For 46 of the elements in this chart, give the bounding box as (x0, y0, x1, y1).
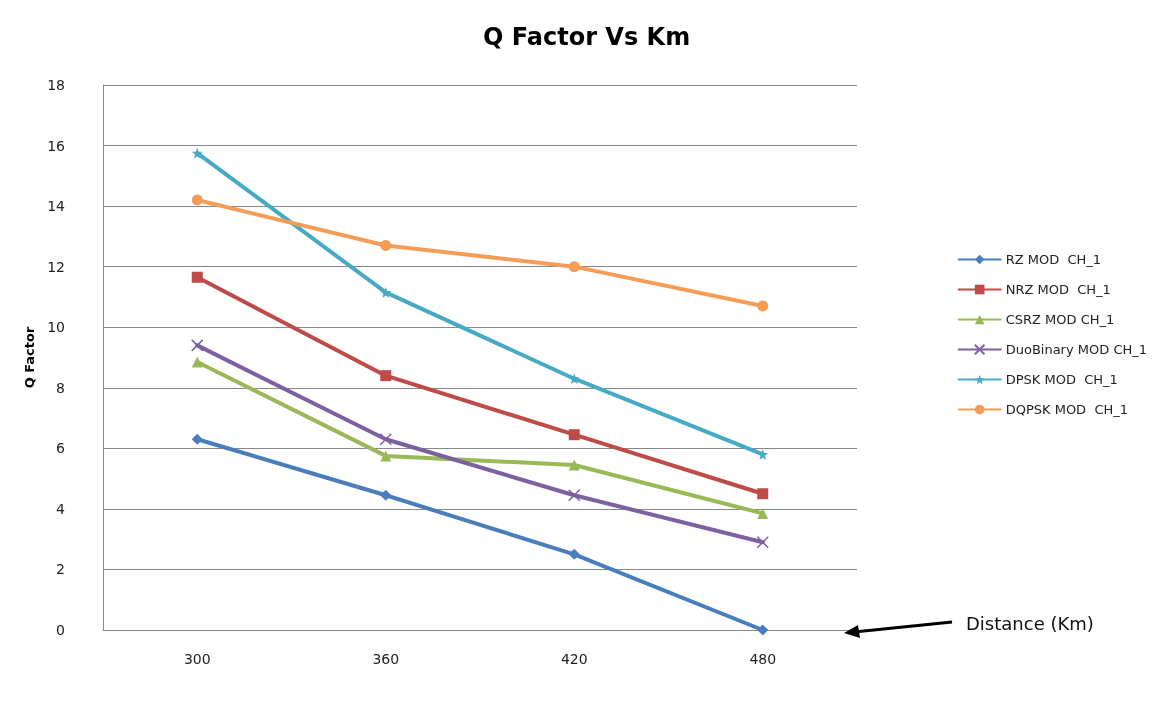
legend-label: DQPSK MOD CH_1 (1005, 402, 1129, 417)
legend-label: NRZ MOD CH_1 (1005, 282, 1111, 297)
y-tick-label: 6 (56, 440, 66, 457)
legend-label: CSRZ MOD CH_1 (1005, 312, 1115, 327)
legend-label: DuoBinary MOD CH_1 (1005, 342, 1147, 357)
y-tick-label: 14 (47, 198, 66, 215)
y-tick-label: 12 (47, 258, 65, 275)
point (568, 459, 580, 471)
legend-label: DPSK MOD CH_1 (1005, 372, 1118, 387)
y-tick-label: 16 (47, 137, 66, 154)
point (568, 261, 580, 273)
text: Distance (Km) (966, 612, 1094, 634)
point (191, 339, 204, 352)
point (191, 271, 203, 283)
point (380, 450, 392, 462)
point (568, 489, 581, 502)
y-tick-label: 8 (56, 379, 65, 396)
x-tick-label: 480 (749, 651, 777, 667)
y-tick-label: 18 (47, 77, 65, 93)
point (757, 624, 769, 636)
point (379, 433, 392, 446)
x-tick-label: 300 (183, 651, 211, 667)
point (191, 194, 203, 206)
point (757, 507, 769, 519)
point (380, 286, 392, 298)
y-tick-label: 10 (47, 319, 65, 336)
chart-title: Q Factor Vs Km (483, 23, 691, 51)
y-tick-label: 4 (56, 500, 66, 517)
point (191, 147, 203, 159)
x-tick-label: 360 (372, 651, 400, 667)
y-axis-title: Q Factor (22, 326, 38, 389)
point (191, 356, 203, 368)
point (380, 239, 392, 251)
point (568, 373, 580, 385)
point (380, 370, 392, 382)
x-tick-label: 420 (560, 651, 588, 667)
point (568, 429, 580, 441)
point (757, 300, 769, 312)
point (191, 433, 203, 445)
point (756, 535, 769, 549)
point (568, 548, 580, 560)
y-tick-label: 0 (56, 622, 65, 638)
y-tick-label: 2 (56, 561, 65, 578)
point (757, 488, 769, 500)
point (380, 489, 392, 501)
legend-label: RZ MOD CH_1 (1005, 252, 1102, 267)
